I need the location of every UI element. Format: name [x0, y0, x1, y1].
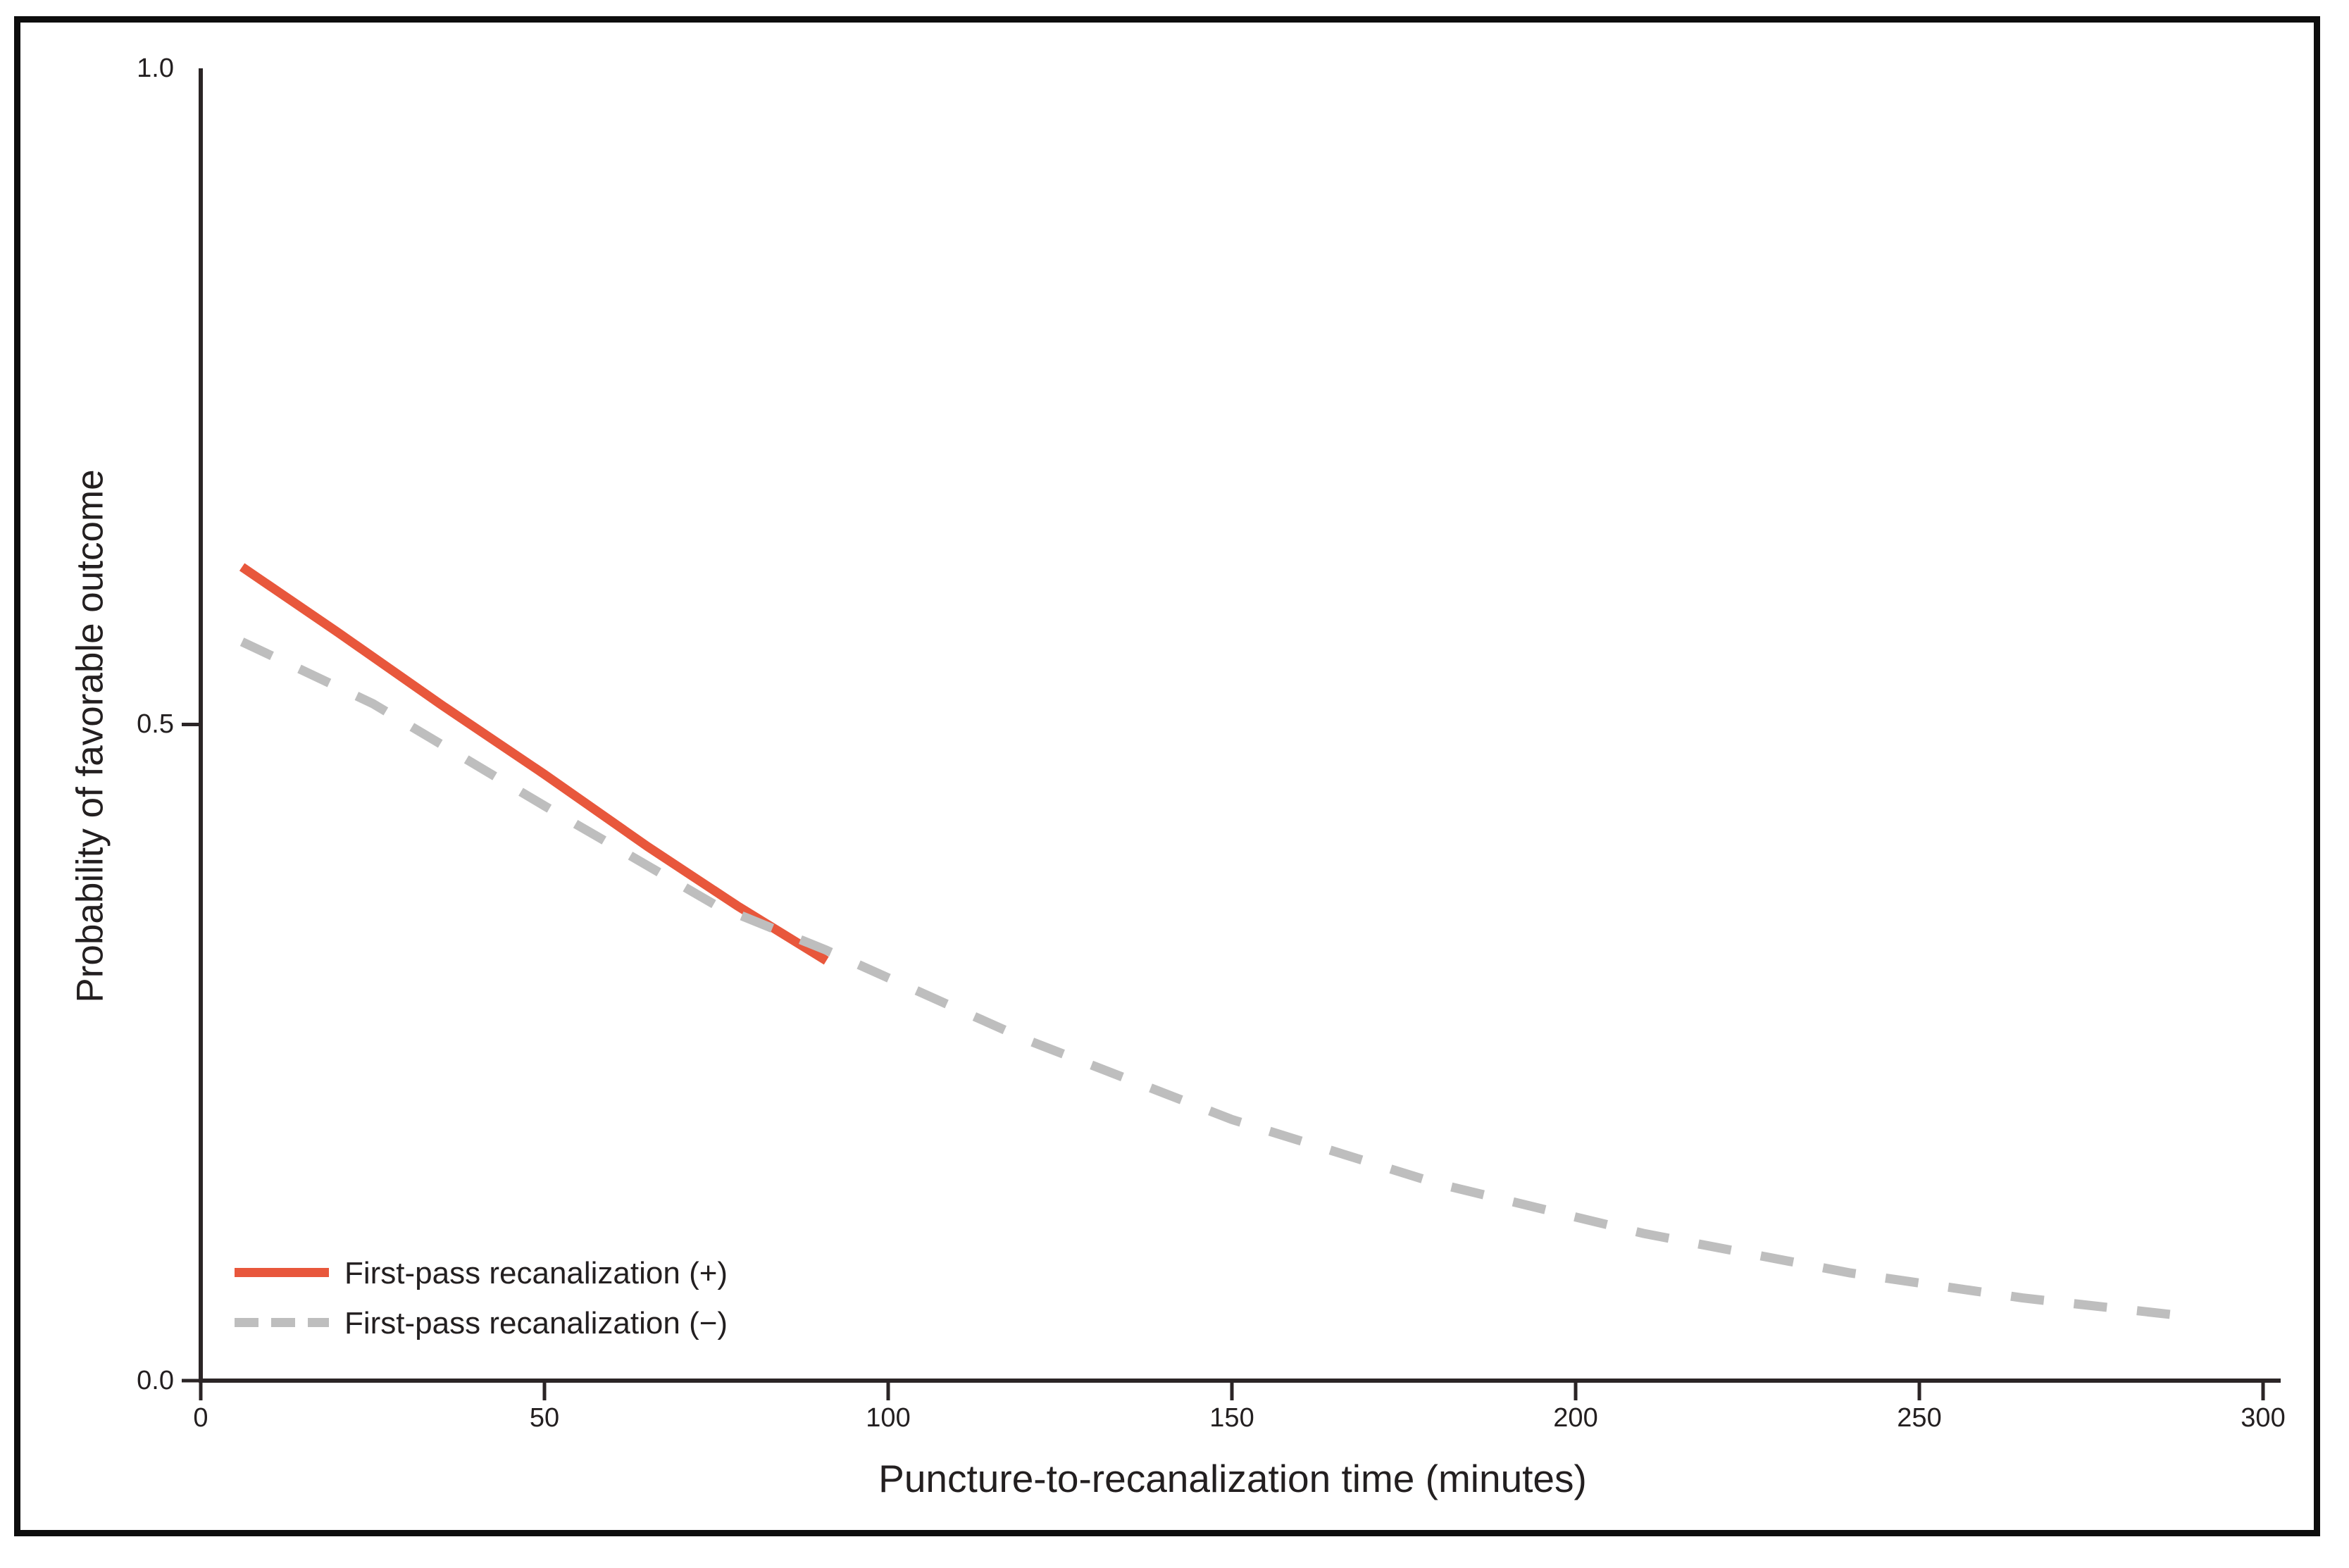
legend-label-first-pass-positive: First-pass recanalization (+) — [344, 1256, 728, 1290]
x-tick-label-150: 150 — [1209, 1403, 1254, 1433]
x-tick-label-250: 250 — [1897, 1403, 1942, 1433]
legend-label-first-pass-negative: First-pass recanalization (−) — [344, 1306, 728, 1340]
x-tick-label-300: 300 — [2241, 1403, 2286, 1433]
x-axis-title: Puncture-to-recanalization time (minutes… — [878, 1457, 1587, 1500]
series-line-first-pass-positive — [239, 563, 829, 965]
y-tick-label-0.5: 0.5 — [137, 709, 174, 739]
y-tick-label-0.0: 0.0 — [137, 1366, 174, 1395]
legend-line-solid — [235, 1268, 329, 1277]
x-tick-label-100: 100 — [866, 1403, 911, 1433]
x-tick-label-50: 50 — [529, 1403, 560, 1433]
legend-line-dashed — [235, 1318, 329, 1327]
x-tick-label-0: 0 — [193, 1403, 208, 1433]
y-axis-title: Probability of favorable outcome — [69, 469, 111, 1003]
series-line-first-pass-negative — [239, 637, 2188, 1321]
y-tick-label-1.0: 1.0 — [137, 54, 174, 83]
x-tick-label-200: 200 — [1553, 1403, 1598, 1433]
